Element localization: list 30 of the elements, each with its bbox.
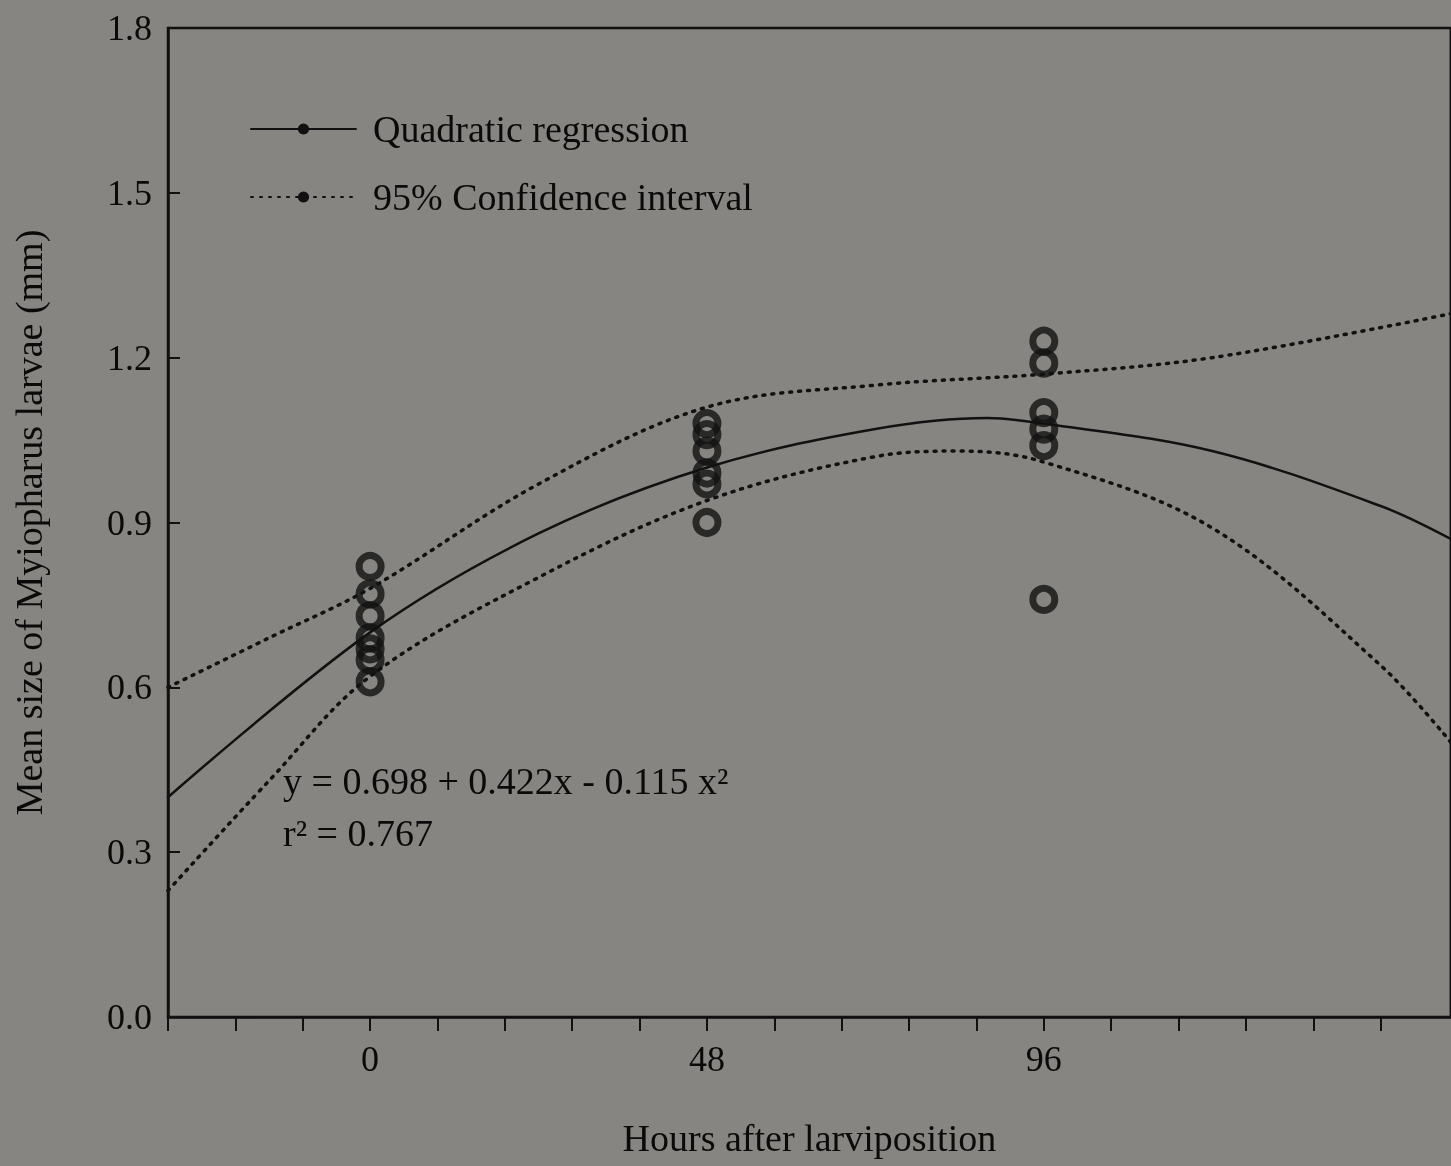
point	[355, 579, 385, 609]
point	[1029, 398, 1059, 428]
point	[355, 667, 385, 697]
annotation: r² = 0.767	[283, 812, 433, 854]
y-tick-label: 0.0	[107, 997, 152, 1037]
y-tick-label: 1.8	[107, 8, 152, 48]
point	[692, 420, 722, 450]
legend-label: Quadratic regression	[373, 108, 689, 150]
y-tick-label: 0.6	[107, 667, 152, 708]
point	[692, 508, 722, 537]
y-axis-title: Mean size of Myiopharus larvae (mm)	[8, 229, 51, 816]
x-tick-label: 0	[361, 1039, 380, 1079]
y-tick-label: 1.5	[107, 172, 152, 213]
point	[692, 469, 722, 499]
x-axis-title: Hours after larviposition	[622, 1117, 997, 1159]
x-tick-label: 48	[688, 1039, 725, 1079]
annotation: y = 0.698 + 0.422x - 0.115 x²	[283, 760, 729, 802]
y-tick-label: 0.9	[107, 502, 152, 543]
y-tick-label: 1.2	[107, 337, 152, 378]
point	[692, 458, 722, 488]
point	[1029, 414, 1059, 444]
y-tick-label: 0.3	[107, 832, 152, 873]
x-tick-label: 96	[1025, 1039, 1062, 1079]
point	[1029, 431, 1059, 461]
legend-label: 95% Confidence interval	[373, 176, 753, 218]
point	[355, 634, 385, 664]
point	[692, 409, 722, 439]
point	[1029, 348, 1059, 378]
point	[355, 551, 385, 581]
point	[1029, 584, 1059, 614]
